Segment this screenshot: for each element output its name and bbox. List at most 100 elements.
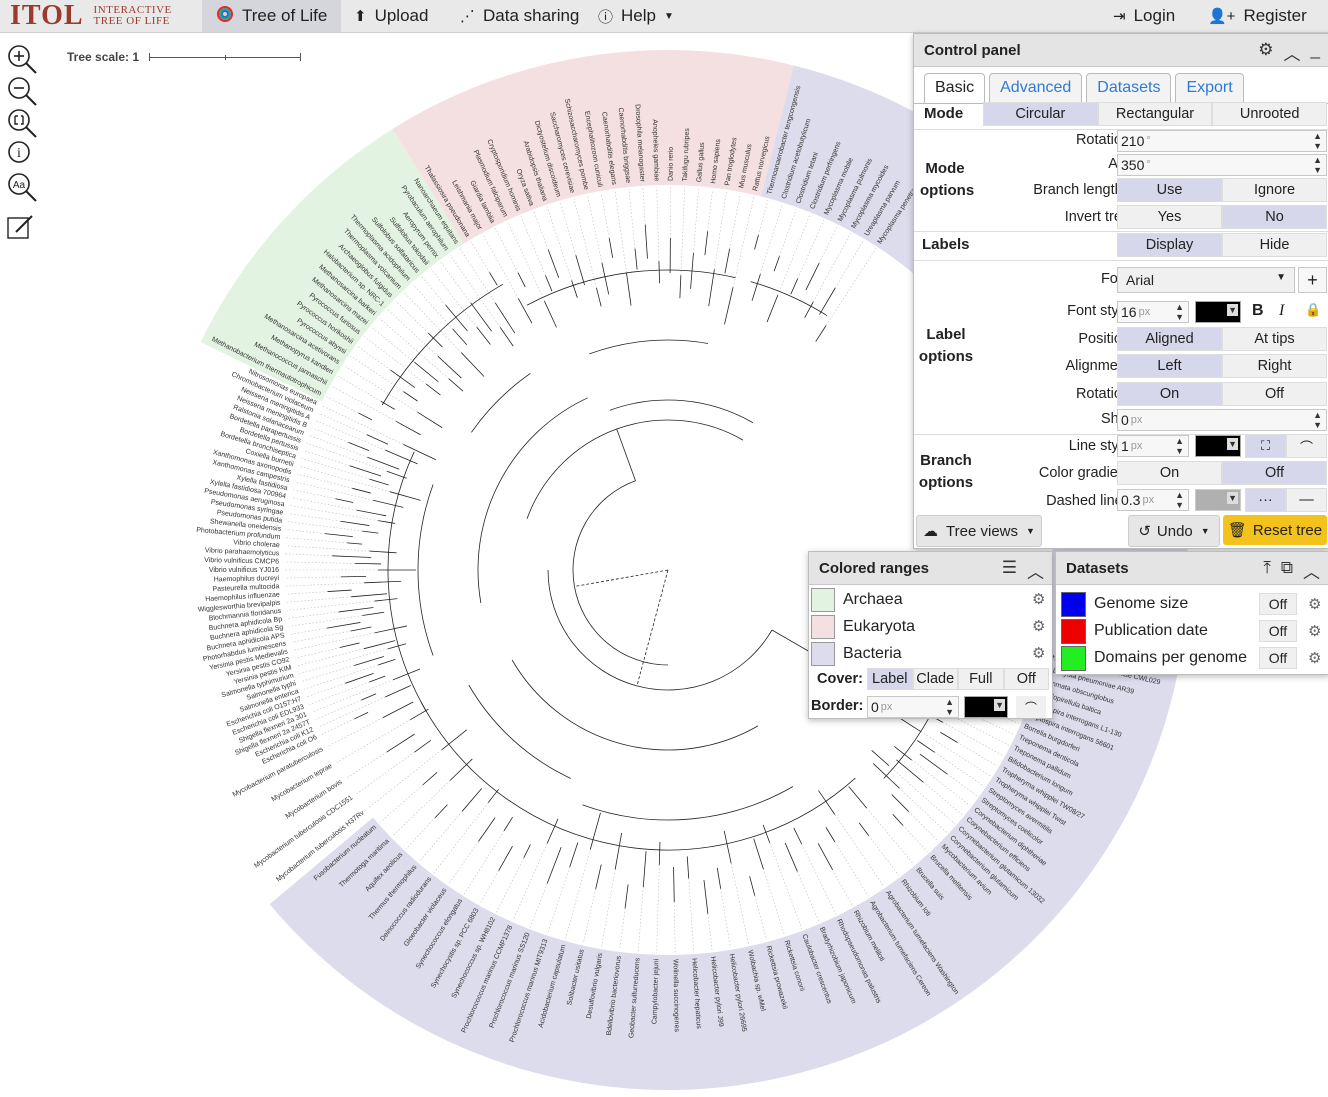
tree-branch[interactable]: [385, 449, 418, 465]
tree-branch[interactable]: [387, 451, 426, 711]
font-select[interactable]: Arial ▼: [1117, 267, 1295, 293]
tree-branch[interactable]: [355, 562, 382, 565]
spinner-icon[interactable]: ▲ ▼: [1313, 155, 1322, 175]
tree-branch[interactable]: [636, 569, 669, 687]
tree-branch[interactable]: [891, 794, 909, 812]
tree-branch[interactable]: [441, 729, 468, 751]
tree-branch[interactable]: [350, 626, 372, 632]
tree-branch[interactable]: [367, 456, 400, 470]
tree-branch[interactable]: [547, 249, 560, 278]
tree-branch[interactable]: [572, 480, 669, 666]
italic-button[interactable]: I: [1279, 302, 1285, 319]
tree-branch[interactable]: [487, 788, 499, 803]
tree-branch[interactable]: [395, 420, 421, 436]
line-color-picker[interactable]: ▼: [1195, 435, 1241, 457]
mode-unrooted-button[interactable]: Unrooted: [1212, 102, 1328, 126]
leaf-label[interactable]: Vibrio vulnificus YJ016: [209, 567, 279, 574]
tree-branch[interactable]: [644, 224, 648, 259]
tree-branch[interactable]: [417, 484, 434, 656]
cover-label-option[interactable]: Label: [867, 668, 913, 690]
tree-branch[interactable]: [374, 598, 398, 602]
tree-branch[interactable]: [425, 383, 441, 396]
tree-branch[interactable]: [892, 814, 904, 826]
dataset-off-toggle[interactable]: Off: [1259, 647, 1297, 669]
tree-branch[interactable]: [358, 412, 373, 421]
collapse-icon[interactable]: ︿: [1303, 563, 1320, 582]
gear-icon[interactable]: ⚙: [1308, 623, 1322, 640]
range-row-archaea[interactable]: Archaea: [809, 587, 1049, 613]
tree-branch[interactable]: [526, 419, 744, 519]
line-width-input[interactable]: 1 px ▲ ▼: [1117, 435, 1189, 457]
leaf-label[interactable]: Anopheles gambiae: [651, 119, 660, 181]
tree-branch[interactable]: [749, 876, 756, 896]
tab-datasets[interactable]: Datasets: [1086, 73, 1172, 103]
tree-branch[interactable]: [658, 841, 661, 865]
tree-branch[interactable]: [805, 263, 820, 291]
tree-branch[interactable]: [349, 465, 382, 477]
spinner-icon[interactable]: ▲ ▼: [945, 697, 954, 717]
tree-branch[interactable]: [545, 275, 553, 292]
tree-branch[interactable]: [351, 593, 388, 598]
tree-branch[interactable]: [369, 478, 389, 486]
zoom-out-icon[interactable]: [6, 75, 38, 106]
tree-branch[interactable]: [449, 758, 473, 781]
invert-yes[interactable]: Yes: [1117, 205, 1222, 229]
tree-branch[interactable]: [723, 830, 732, 864]
leaf-label[interactable]: Helicobacter hepaticus: [690, 958, 702, 1030]
leaf-label[interactable]: Vibrio vulnificus CMCP6: [204, 557, 279, 566]
tree-branch[interactable]: [335, 498, 354, 503]
itol-logo[interactable]: ITOL Interactive Tree Of Life: [10, 0, 172, 31]
range-row-eukaryota[interactable]: Eukaryota: [809, 614, 1049, 640]
tree-branch[interactable]: [569, 842, 579, 868]
tree-branch[interactable]: [348, 442, 370, 451]
gear-icon[interactable]: ⚙: [1258, 40, 1274, 59]
lock-icon[interactable]: 🔒: [1305, 302, 1322, 317]
edit-icon[interactable]: [6, 212, 38, 242]
collapse-icon[interactable]: ︿: [1027, 563, 1044, 582]
tree-branch[interactable]: [460, 352, 485, 377]
tree-branch[interactable]: [818, 790, 836, 815]
tree-branch[interactable]: [422, 772, 438, 786]
color-gradient-off[interactable]: Off: [1222, 461, 1327, 485]
tree-branch[interactable]: [609, 399, 754, 424]
upload-icon[interactable]: ⤒: [1263, 558, 1271, 577]
position-aligned[interactable]: Aligned: [1117, 327, 1222, 351]
tree-views-button[interactable]: ☁ Tree views ▼: [916, 515, 1042, 547]
tree-branch[interactable]: [616, 428, 636, 481]
info-icon[interactable]: i: [6, 139, 38, 169]
nav-tree-of-life[interactable]: Tree of Life: [202, 0, 342, 32]
font-color-picker[interactable]: ▼: [1195, 301, 1241, 323]
tree-branch[interactable]: [489, 272, 498, 286]
nav-register[interactable]: 👤+ Register: [1208, 0, 1307, 32]
tree-branch[interactable]: [356, 509, 387, 517]
list-icon[interactable]: ☰: [1001, 558, 1017, 577]
branch-lengths-ignore[interactable]: Ignore: [1222, 178, 1327, 202]
tree-branch[interactable]: [340, 520, 370, 526]
tree-branch[interactable]: [917, 740, 935, 753]
tree-branch[interactable]: [751, 273, 761, 301]
tree-branch[interactable]: [403, 443, 437, 461]
tree-branch[interactable]: [386, 733, 415, 753]
label-search-icon[interactable]: Aa: [6, 171, 38, 202]
tree-branch[interactable]: [634, 248, 638, 270]
tree-branch[interactable]: [815, 325, 827, 342]
tree-branch[interactable]: [390, 369, 416, 388]
tree-branch[interactable]: [341, 575, 367, 578]
gear-icon[interactable]: ⚙: [1308, 596, 1322, 613]
tree-branch[interactable]: [369, 550, 397, 554]
tree-branch[interactable]: [589, 339, 709, 355]
tree-branch[interactable]: [347, 542, 363, 545]
tree-branch[interactable]: [608, 238, 614, 258]
leaf-label[interactable]: Haemophilus influenzae: [205, 591, 280, 603]
tree-branch[interactable]: [793, 827, 803, 845]
tree-branch[interactable]: [601, 262, 610, 295]
tree-branch[interactable]: [679, 275, 682, 299]
tree-branch[interactable]: [410, 708, 429, 721]
tree-branch[interactable]: [574, 569, 669, 587]
tree-branch[interactable]: [773, 256, 780, 272]
minimize-icon[interactable]: _: [1310, 40, 1320, 59]
tree-branch[interactable]: [724, 287, 734, 325]
tree-branch[interactable]: [385, 685, 411, 698]
tree-branch[interactable]: [378, 658, 396, 666]
leaf-label[interactable]: Wolinella succinogenes: [671, 959, 679, 1033]
